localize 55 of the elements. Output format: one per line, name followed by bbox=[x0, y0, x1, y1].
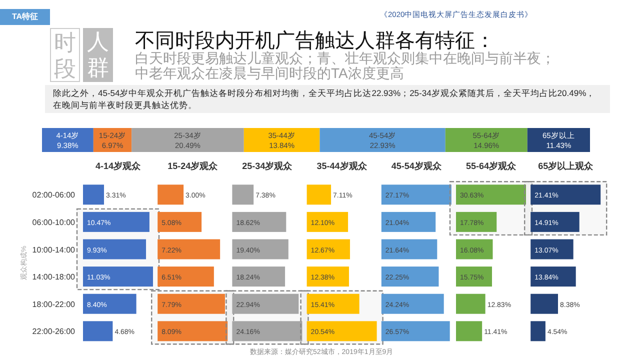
bar bbox=[83, 294, 136, 314]
bar bbox=[158, 266, 214, 287]
bar bbox=[232, 184, 254, 205]
bar bbox=[456, 294, 486, 314]
y-tick-label: 06:00-10:00 bbox=[32, 218, 76, 227]
bar bbox=[306, 212, 348, 232]
bar bbox=[306, 266, 349, 287]
bar bbox=[83, 266, 153, 287]
bar bbox=[381, 212, 436, 232]
chart-title: 25-34岁观众 bbox=[242, 161, 294, 171]
bar bbox=[132, 128, 244, 152]
chart-title: 35-44岁观众 bbox=[316, 161, 368, 171]
bar bbox=[456, 266, 492, 287]
bar bbox=[83, 212, 150, 232]
y-tick-label: 10:00-14:00 bbox=[32, 245, 76, 254]
bar bbox=[530, 321, 546, 342]
bar bbox=[445, 128, 528, 152]
bar bbox=[530, 212, 580, 232]
bar bbox=[381, 266, 439, 287]
text: TA特征 bbox=[0, 9, 50, 25]
bar bbox=[232, 212, 286, 232]
bar bbox=[306, 294, 360, 314]
bar bbox=[306, 239, 350, 260]
chart-title: 不同时段内开机广告触达人群各有特征： bbox=[135, 29, 495, 52]
bar bbox=[320, 128, 446, 152]
text: 除此之外，45-54岁中年观众开机广告触达各时段分布相对均衡，全天平均占比达22.93%；25-34岁观众紧随其后，全天平均占比20.49%，在晚间与前半夜时段更具触达优势。 bbox=[45, 85, 610, 113]
y-tick-label: 14:00-18:00 bbox=[32, 272, 76, 282]
chart-title: 4-14岁观众 bbox=[95, 161, 142, 171]
text: 人群 bbox=[83, 29, 113, 81]
y-tick-label: 18:00-22:00 bbox=[32, 300, 76, 309]
bar bbox=[158, 212, 202, 232]
bar bbox=[381, 239, 438, 260]
bar bbox=[232, 266, 286, 287]
y-tick-label: 22:00-26:00 bbox=[32, 327, 76, 336]
bar bbox=[456, 239, 493, 260]
bar bbox=[158, 184, 184, 205]
bar bbox=[530, 294, 558, 314]
chart-subtitle: 白天时段更易触达儿童观众；青、壮年观众则集中在晚间与前半夜；中老年观众在凌晨与早间时段的TA浓度更高 bbox=[135, 50, 556, 81]
text: 时段 bbox=[51, 30, 79, 82]
bar bbox=[158, 239, 220, 260]
bar bbox=[244, 128, 320, 152]
chart-title: 15-24岁观众 bbox=[168, 161, 219, 171]
chart-title: 45-54岁观众 bbox=[391, 161, 442, 171]
bar bbox=[456, 212, 497, 232]
bar bbox=[306, 184, 332, 205]
bar bbox=[232, 239, 288, 260]
bar bbox=[83, 321, 113, 342]
bar bbox=[456, 321, 482, 342]
bar bbox=[83, 184, 104, 205]
chart-title: 65岁以上观众 bbox=[538, 161, 594, 171]
bar bbox=[83, 239, 146, 260]
y-tick-label: 02:00-06:00 bbox=[32, 190, 76, 200]
bar bbox=[530, 239, 574, 260]
bar bbox=[530, 266, 576, 287]
chart-title: 55-64岁观众 bbox=[466, 161, 518, 171]
